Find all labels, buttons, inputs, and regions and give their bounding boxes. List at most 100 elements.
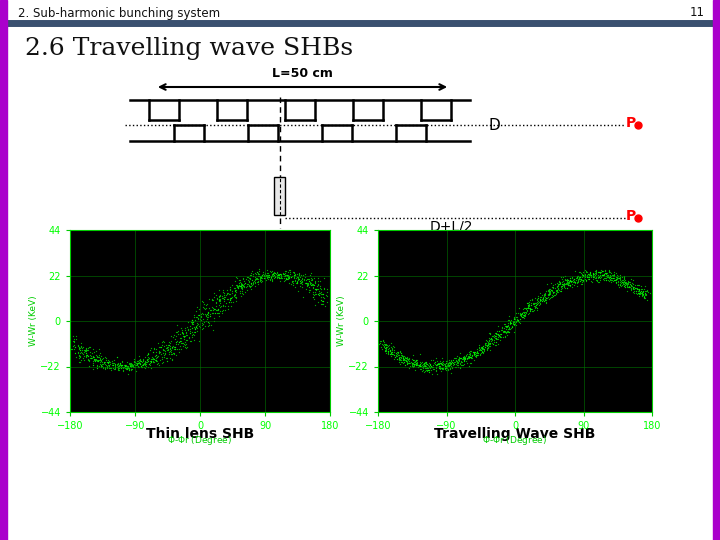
Point xyxy=(163,346,174,354)
Point xyxy=(503,321,514,329)
Point xyxy=(288,272,300,280)
Point xyxy=(622,278,634,287)
Point xyxy=(543,289,554,298)
Point xyxy=(87,353,99,361)
Point xyxy=(571,273,582,281)
Point xyxy=(523,298,535,306)
Point xyxy=(423,368,434,376)
Point xyxy=(562,284,573,292)
Point xyxy=(169,343,181,352)
Point xyxy=(385,352,397,360)
Point xyxy=(504,319,516,327)
Point xyxy=(501,328,513,337)
Point xyxy=(224,296,235,305)
Point xyxy=(312,285,324,293)
Point xyxy=(509,319,521,328)
Point xyxy=(407,362,418,371)
Point xyxy=(159,350,171,359)
Point xyxy=(85,353,96,362)
Point xyxy=(499,320,510,328)
Point xyxy=(68,341,80,349)
Point xyxy=(166,342,178,351)
Point xyxy=(446,357,457,366)
Point xyxy=(206,302,217,311)
Point xyxy=(575,276,586,285)
Point xyxy=(539,290,550,299)
Point xyxy=(642,286,653,294)
Point xyxy=(92,356,104,364)
Point xyxy=(267,272,279,280)
Point xyxy=(628,283,639,292)
Point xyxy=(207,306,219,315)
Point xyxy=(99,357,110,366)
Point xyxy=(444,361,455,369)
Point xyxy=(388,350,400,359)
Point xyxy=(445,359,456,367)
Point xyxy=(474,350,486,359)
Point xyxy=(539,292,550,300)
Point xyxy=(468,355,480,364)
Point xyxy=(215,299,226,307)
Point xyxy=(524,303,536,312)
Point xyxy=(562,280,574,289)
Point xyxy=(410,365,421,374)
Point xyxy=(489,333,500,342)
Point xyxy=(622,277,634,286)
Point xyxy=(532,299,544,307)
Point xyxy=(421,366,433,375)
Point xyxy=(564,280,576,289)
Point xyxy=(84,347,96,356)
Point xyxy=(467,348,479,356)
Point xyxy=(433,361,445,370)
Point xyxy=(283,273,294,281)
Point xyxy=(483,339,495,347)
Point xyxy=(584,268,595,276)
Point xyxy=(634,281,645,289)
Point xyxy=(434,359,446,367)
Point xyxy=(593,272,605,281)
Point xyxy=(111,361,122,369)
Point xyxy=(450,360,462,368)
Point xyxy=(458,352,469,361)
Point xyxy=(471,347,482,356)
Point xyxy=(403,363,415,372)
Point xyxy=(78,346,90,355)
Point xyxy=(588,271,599,280)
Point xyxy=(228,284,240,292)
Point xyxy=(630,284,642,293)
Point xyxy=(557,279,569,288)
Point xyxy=(214,285,225,294)
Point xyxy=(138,356,149,365)
Point xyxy=(66,345,78,353)
Point xyxy=(261,272,273,280)
Point xyxy=(557,273,569,281)
Point xyxy=(559,272,571,280)
Point xyxy=(407,359,418,368)
Point xyxy=(536,296,547,305)
Point xyxy=(532,293,544,302)
Point xyxy=(451,352,462,361)
Point xyxy=(467,351,478,360)
Point xyxy=(529,304,541,313)
Point xyxy=(199,309,210,318)
Point xyxy=(82,343,94,352)
Point xyxy=(585,271,596,280)
Point xyxy=(436,354,447,363)
Point xyxy=(503,328,515,336)
Point xyxy=(507,318,518,326)
Point xyxy=(541,280,553,288)
Point xyxy=(153,346,165,355)
Point xyxy=(230,288,242,296)
Point xyxy=(81,350,93,359)
Point xyxy=(481,340,492,349)
Point xyxy=(567,274,578,282)
Point xyxy=(280,267,292,276)
Point xyxy=(589,268,600,277)
Point xyxy=(384,347,395,355)
Point xyxy=(499,333,510,342)
Point xyxy=(423,360,434,369)
Point xyxy=(315,288,327,297)
Point xyxy=(508,315,520,323)
Point xyxy=(307,283,319,292)
Point xyxy=(611,273,623,282)
